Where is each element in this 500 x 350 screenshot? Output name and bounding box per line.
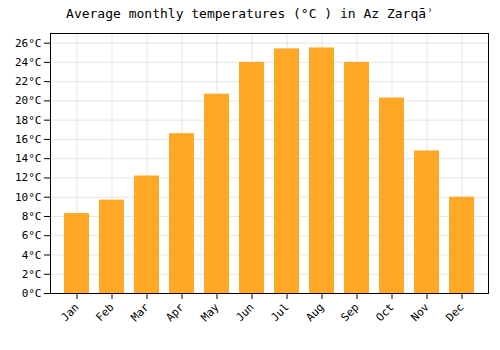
svg-text:6°C: 6°C: [22, 229, 42, 242]
svg-text:22°C: 22°C: [15, 75, 42, 88]
svg-text:20°C: 20°C: [15, 94, 42, 107]
svg-text:18°C: 18°C: [15, 114, 42, 127]
svg-text:2°C: 2°C: [22, 268, 42, 281]
svg-text:Dec: Dec: [443, 301, 466, 324]
svg-text:May: May: [198, 300, 222, 324]
svg-text:24°C: 24°C: [15, 56, 42, 69]
svg-text:8°C: 8°C: [22, 210, 42, 223]
svg-text:Aug: Aug: [303, 301, 326, 324]
html-text:Average monthly temperatures (: Average monthly temperatures (°C ) in Az…: [66, 6, 434, 21]
svg-text:Sep: Sep: [338, 301, 361, 324]
svg-text:0°C: 0°C: [22, 287, 42, 300]
svg-text:12°C: 12°C: [15, 171, 42, 184]
svg-text:16°C: 16°C: [15, 133, 42, 146]
svg-text:Nov: Nov: [408, 300, 432, 324]
svg-text:Jun: Jun: [233, 301, 256, 324]
svg-text:Feb: Feb: [93, 301, 116, 324]
svg-text:Mar: Mar: [128, 300, 152, 324]
svg-text:Apr: Apr: [163, 300, 187, 324]
svg-text:Jan: Jan: [58, 301, 81, 324]
svg-text:Jul: Jul: [268, 301, 291, 324]
svg-text:10°C: 10°C: [15, 191, 42, 204]
svg-text:Oct: Oct: [373, 301, 396, 324]
svg-text:4°C: 4°C: [22, 249, 42, 262]
svg-text:14°C: 14°C: [15, 152, 42, 165]
svg-text:26°C: 26°C: [15, 37, 42, 50]
